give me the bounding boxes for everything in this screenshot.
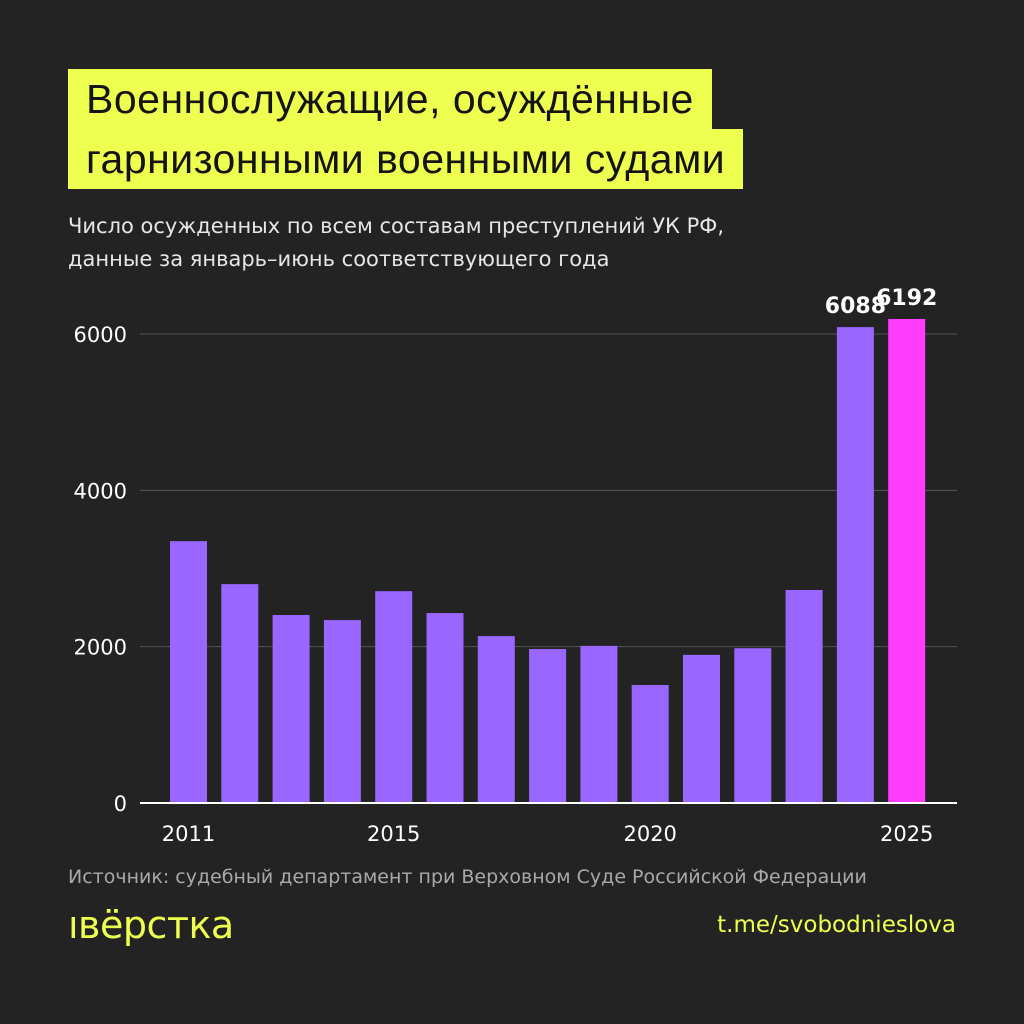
title-line-2: гарнизонными военными судами — [68, 129, 744, 189]
y-tick-label: 6000 — [74, 323, 127, 347]
x-tick-label: 2015 — [367, 822, 420, 846]
bar-2011 — [170, 541, 207, 803]
bar-2019 — [580, 645, 618, 803]
y-tick-label: 4000 — [74, 479, 127, 503]
data-label-2025: 6192 — [876, 286, 937, 311]
bar-2017 — [477, 636, 515, 803]
bar-2020 — [631, 684, 669, 803]
bar-2021 — [683, 654, 720, 803]
bar-2018 — [529, 649, 567, 803]
logo: ıвёрстка — [68, 903, 234, 947]
subtitle-line-1: Число осужденных по всем составам престу… — [68, 214, 725, 238]
bar-2025 — [888, 318, 926, 803]
x-tick-label: 2025 — [880, 822, 933, 846]
bar-2015 — [375, 591, 413, 803]
bar-2016 — [426, 613, 464, 803]
bar-2024 — [836, 327, 874, 803]
bar-2013 — [272, 615, 310, 803]
y-tick-label: 2000 — [74, 636, 127, 660]
bar-2014 — [323, 620, 361, 803]
bar-2023 — [785, 589, 823, 803]
bar-2012 — [221, 584, 259, 803]
title-line-1: Военнослужащие, осуждённые — [68, 69, 712, 129]
x-tick-label: 2020 — [623, 822, 676, 846]
x-tick-label: 2011 — [162, 822, 215, 846]
bar-2022 — [734, 648, 772, 803]
data-label-2024: 6088 — [825, 294, 886, 319]
source-note: Источник: судебный департамент при Верхо… — [68, 866, 867, 888]
y-tick-label: 0 — [114, 792, 127, 816]
channel-link[interactable]: t.me/svobodnieslova — [717, 912, 956, 938]
subtitle-line-2: данные за январь–июнь соответствующего г… — [68, 247, 610, 271]
